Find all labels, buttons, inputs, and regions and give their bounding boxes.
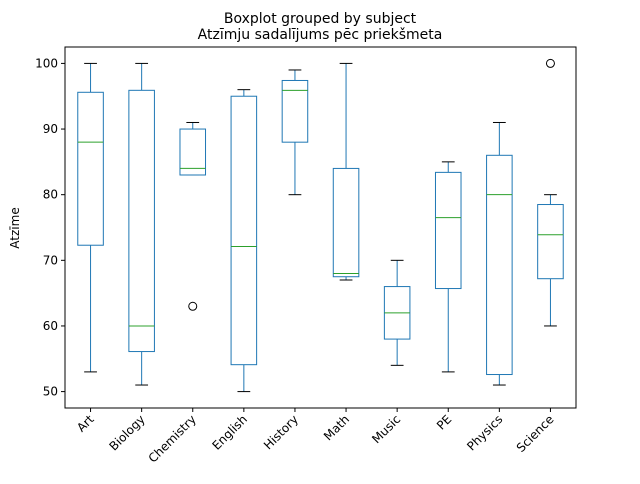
box (434, 171, 462, 290)
box (486, 154, 513, 376)
box (77, 91, 104, 246)
x-tick-label: Biology (107, 412, 148, 453)
plot-frame (64, 46, 577, 409)
x-tick-label: Art (74, 412, 97, 435)
box (179, 128, 207, 176)
x-tick-label: PE (434, 412, 454, 432)
x-tick-label: Chemistry (146, 412, 199, 465)
y-tick-label: 90 (43, 122, 58, 136)
x-tick-label: Physics (464, 412, 505, 453)
y-tick-label: 50 (43, 385, 58, 399)
box (230, 95, 258, 366)
outlier (188, 301, 198, 311)
x-tick-label: Music (369, 412, 403, 446)
box (332, 167, 360, 278)
y-tick-label: 100 (35, 56, 58, 70)
x-tick-label: Science (514, 412, 557, 455)
y-tick-label: 70 (43, 253, 58, 267)
box (128, 89, 155, 353)
x-tick-label: English (209, 412, 250, 453)
chart-title: Atzīmju sadalījums pēc priekšmeta (198, 27, 443, 43)
y-axis-label: Atzīme (8, 207, 22, 248)
y-tick-label: 60 (43, 319, 58, 333)
box (537, 204, 564, 280)
y-tick-label: 80 (43, 188, 58, 202)
suptitle: Boxplot grouped by subject (224, 11, 417, 27)
outlier (545, 58, 555, 68)
box (281, 79, 309, 143)
x-tick-label: History (261, 412, 301, 452)
x-tick-label: Math (321, 412, 352, 443)
